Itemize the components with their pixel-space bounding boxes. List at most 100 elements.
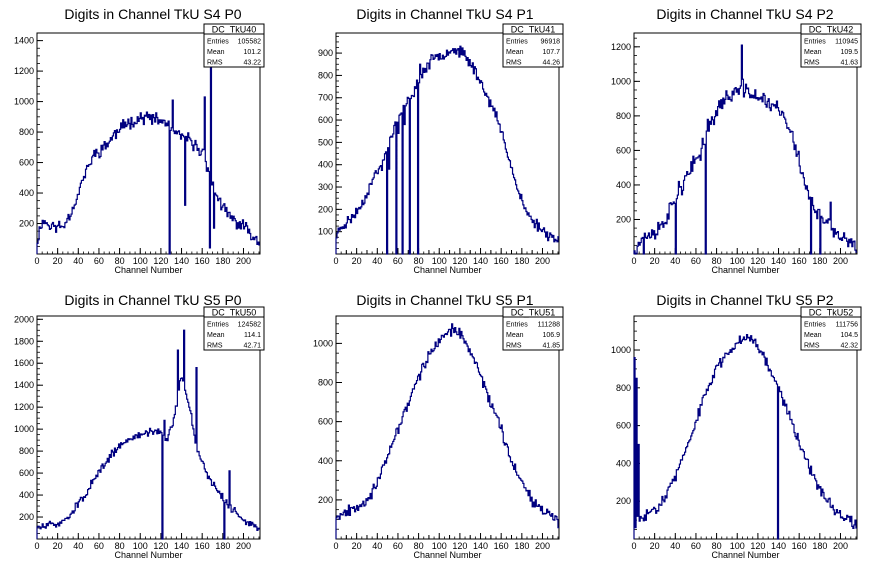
x-tick-label: 80 xyxy=(115,541,125,551)
x-tick-label: 0 xyxy=(34,256,39,266)
histogram-panel-5: Digits in Channel TkU S5 P22004006008001… xyxy=(611,292,862,560)
x-tick-label: 20 xyxy=(352,541,362,551)
y-tick-label: 400 xyxy=(318,160,333,170)
x-tick-label: 20 xyxy=(352,256,362,266)
y-tick-label: 1000 xyxy=(14,424,34,434)
stats-value: 114.1 xyxy=(244,332,261,339)
x-tick-label: 200 xyxy=(236,541,251,551)
y-tick-label: 400 xyxy=(318,456,333,466)
x-tick-label: 60 xyxy=(94,256,104,266)
y-tick-label: 2000 xyxy=(14,314,34,324)
y-tick-label: 1800 xyxy=(14,336,34,346)
y-tick-label: 600 xyxy=(19,468,34,478)
x-tick-label: 0 xyxy=(333,541,338,551)
x-tick-label: 60 xyxy=(94,541,104,551)
x-tick-label: 60 xyxy=(691,256,701,266)
stats-label: RMS xyxy=(207,343,223,350)
y-tick-label: 1400 xyxy=(14,36,34,46)
stats-box-frame xyxy=(203,23,265,68)
y-tick-label: 1400 xyxy=(14,380,34,390)
plot-frame xyxy=(36,32,261,255)
x-tick-label: 120 xyxy=(750,541,765,551)
y-tick-label: 600 xyxy=(318,115,333,125)
y-tick-label: 1200 xyxy=(14,66,34,76)
histogram-panel-1: Digits in Channel TkU S4 P11002003004005… xyxy=(318,6,564,275)
x-axis-label: Channel Number xyxy=(711,265,779,275)
stats-label: Mean xyxy=(207,49,225,56)
x-tick-label: 160 xyxy=(792,256,807,266)
stats-box-name: DC_TkU51 xyxy=(511,308,556,318)
x-tick-label: 40 xyxy=(372,256,382,266)
y-tick-label: 600 xyxy=(19,158,34,168)
x-tick-label: 140 xyxy=(473,256,488,266)
y-tick-label: 1000 xyxy=(313,338,333,348)
x-tick-label: 200 xyxy=(833,541,848,551)
y-tick-label: 1200 xyxy=(14,402,34,412)
x-tick-label: 160 xyxy=(494,256,509,266)
x-tick-label: 180 xyxy=(812,256,827,266)
y-tick-label: 200 xyxy=(318,204,333,214)
histogram-panel-4: Digits in Channel TkU S5 P12004006008001… xyxy=(313,292,564,560)
stats-box: DC_TkU40 Entries 105582 Mean 101.2 RMS 43.22 xyxy=(203,23,265,68)
y-tick-label: 900 xyxy=(318,48,333,58)
chart-title: Digits in Channel TkU S4 P0 xyxy=(64,6,241,22)
stats-box-name: DC_TkU41 xyxy=(511,25,556,35)
stats-value: 107.7 xyxy=(542,49,560,56)
stats-value: 42.32 xyxy=(840,343,858,350)
y-tick-label: 400 xyxy=(616,458,631,468)
x-tick-label: 160 xyxy=(494,541,509,551)
y-tick-label: 800 xyxy=(616,383,631,393)
x-tick-label: 200 xyxy=(236,256,251,266)
x-tick-label: 80 xyxy=(414,256,424,266)
x-tick-label: 200 xyxy=(535,256,550,266)
stats-value: 96918 xyxy=(541,39,561,46)
stats-label: Mean xyxy=(506,332,524,339)
stats-box-frame xyxy=(800,23,862,68)
chart-title: Digits in Channel TkU S5 P1 xyxy=(356,292,533,308)
stats-label: RMS xyxy=(207,60,223,67)
x-axis-label: Channel Number xyxy=(114,550,182,560)
plot-frame xyxy=(335,315,560,540)
x-tick-label: 160 xyxy=(195,541,210,551)
x-tick-label: 100 xyxy=(730,256,745,266)
histogram-series xyxy=(335,45,559,255)
histogram-panel-3: Digits in Channel TkU S5 P02004006008001… xyxy=(14,292,265,560)
plot-frame xyxy=(633,32,858,255)
y-tick-label: 100 xyxy=(318,227,333,237)
x-tick-label: 20 xyxy=(650,541,660,551)
stats-box-name: DC_TkU42 xyxy=(809,25,854,35)
x-tick-label: 180 xyxy=(215,541,230,551)
stats-box-frame xyxy=(203,306,265,351)
x-tick-label: 100 xyxy=(432,256,447,266)
x-tick-label: 140 xyxy=(473,541,488,551)
stats-box: DC_TkU41 Entries 96918 Mean 107.7 RMS 44.26 xyxy=(502,23,564,68)
y-tick-label: 800 xyxy=(318,378,333,388)
y-tick-label: 600 xyxy=(318,417,333,427)
y-tick-label: 500 xyxy=(318,137,333,147)
x-tick-label: 40 xyxy=(670,256,680,266)
x-tick-label: 80 xyxy=(115,256,125,266)
stats-box-frame xyxy=(502,306,564,351)
histogram-series xyxy=(36,44,260,255)
stats-value: 124582 xyxy=(238,322,261,329)
y-tick-label: 200 xyxy=(19,219,34,229)
x-tick-label: 120 xyxy=(452,256,467,266)
y-tick-label: 600 xyxy=(616,145,631,155)
x-tick-label: 40 xyxy=(73,541,83,551)
y-tick-label: 700 xyxy=(318,93,333,103)
histogram-series xyxy=(633,44,857,255)
stats-label: Mean xyxy=(207,332,225,339)
x-tick-label: 180 xyxy=(215,256,230,266)
chart-title: Digits in Channel TkU S4 P1 xyxy=(356,6,533,22)
x-tick-label: 60 xyxy=(691,541,701,551)
y-tick-label: 1200 xyxy=(611,42,631,52)
x-tick-label: 140 xyxy=(771,541,786,551)
chart-title: Digits in Channel TkU S4 P2 xyxy=(656,6,833,22)
y-tick-label: 200 xyxy=(616,214,631,224)
stats-value: 111288 xyxy=(538,322,560,329)
x-tick-label: 20 xyxy=(53,541,63,551)
histogram-series xyxy=(36,329,260,540)
x-axis-label: Channel Number xyxy=(711,550,779,560)
x-tick-label: 160 xyxy=(792,541,807,551)
